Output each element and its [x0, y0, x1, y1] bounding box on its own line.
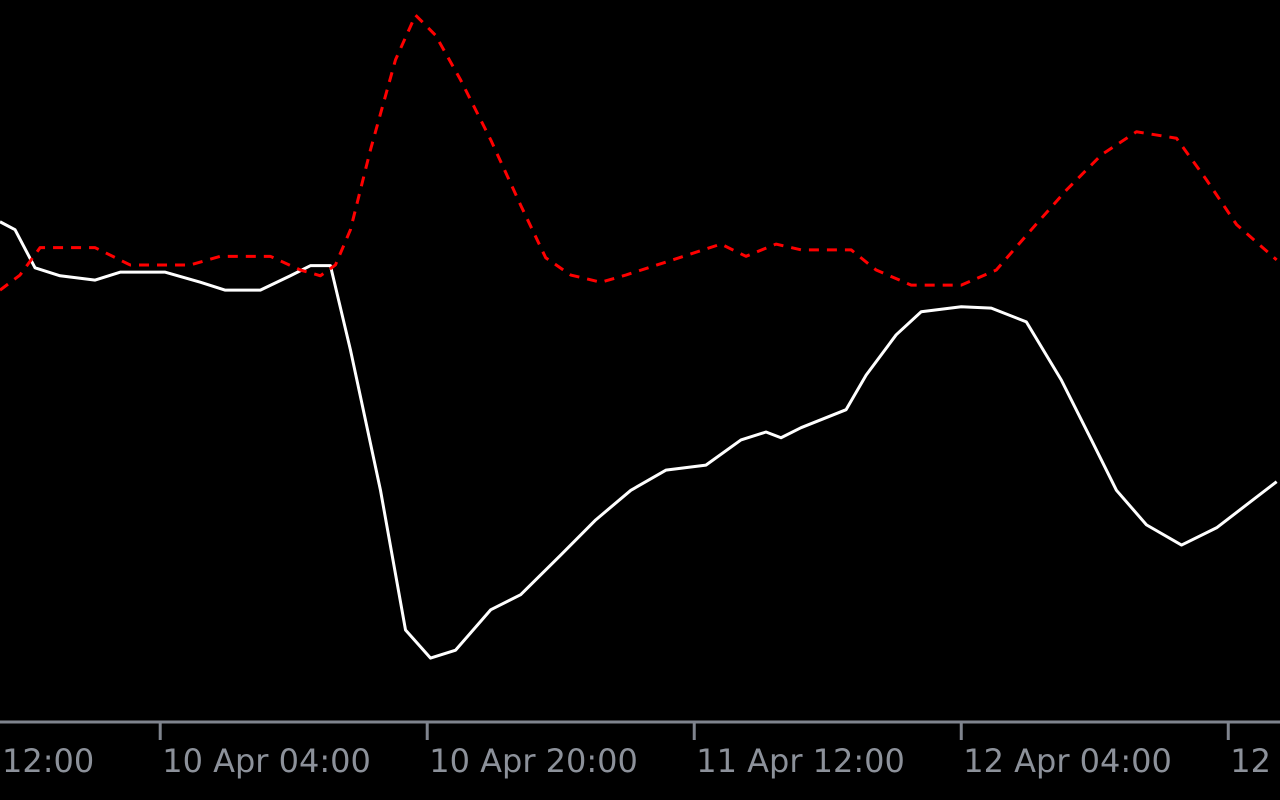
series-line — [0, 13, 1278, 292]
x-tick-label: 12:00 — [2, 742, 94, 780]
series-line — [0, 220, 1278, 660]
x-tick-label: 12 — [1230, 742, 1271, 780]
x-tick-label: 11 Apr 12:00 — [696, 742, 905, 780]
x-tick-label: 10 Apr 20:00 — [429, 742, 638, 780]
x-tick-label: 10 Apr 04:00 — [162, 742, 371, 780]
x-tick-label: 12 Apr 04:00 — [963, 742, 1172, 780]
